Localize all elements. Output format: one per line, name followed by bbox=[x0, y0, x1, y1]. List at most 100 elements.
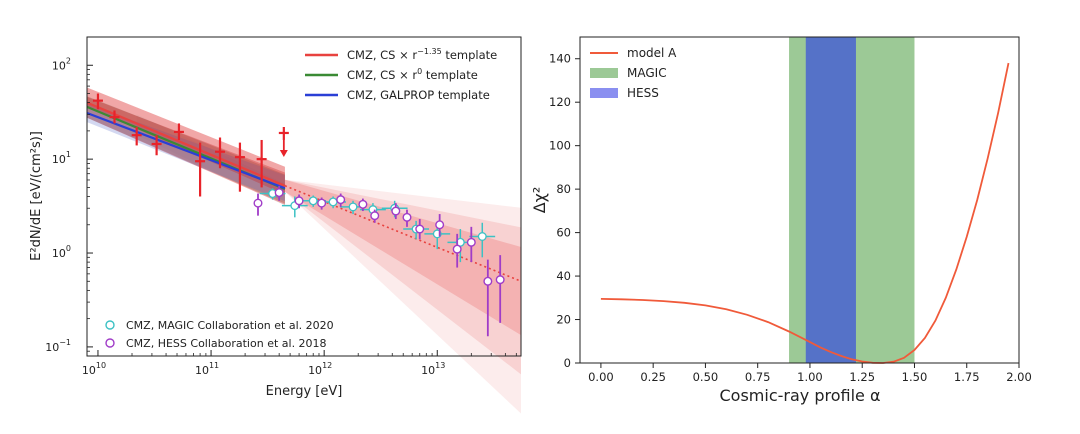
y-tick-exp: 0 bbox=[66, 244, 71, 253]
hess-marker bbox=[452, 244, 462, 254]
x-ticks: 0.00 0.25 0.50 0.75 1.00 1.25 1.50 1.75 2.00 bbox=[588, 363, 1032, 384]
y-tick-exp: 1 bbox=[66, 150, 71, 159]
x-tick-label-8: 2.00 bbox=[1006, 370, 1032, 384]
fermi-point-0 bbox=[92, 93, 103, 110]
legend-label-0: model A bbox=[627, 46, 677, 60]
hess-point-1 bbox=[274, 185, 284, 201]
x-tick-label-7: 1.75 bbox=[954, 370, 980, 384]
x-tick-label-2: 1012 bbox=[308, 361, 332, 377]
legend-pre: CMZ, CS × r bbox=[347, 48, 417, 62]
y-tick-label-6: 120 bbox=[549, 95, 571, 109]
extrapolation-band-2 bbox=[284, 179, 521, 336]
model-band-core bbox=[87, 96, 285, 195]
magic-point-10 bbox=[469, 222, 496, 258]
y-tick-label-5: 100 bbox=[549, 139, 571, 153]
legend-bottom-marker-0 bbox=[105, 320, 115, 330]
legend-sup: −1.35 bbox=[417, 47, 442, 56]
x-tick-label-5: 1.25 bbox=[849, 370, 875, 384]
hess-point-6 bbox=[370, 209, 380, 223]
y-tick-exp: 2 bbox=[66, 56, 71, 65]
hess-marker bbox=[274, 188, 284, 198]
x-tick-label-1: 1011 bbox=[195, 361, 219, 377]
curve-0 bbox=[600, 62, 1010, 364]
y-tick-label-3: 60 bbox=[556, 226, 571, 240]
magic-marker bbox=[308, 196, 318, 206]
hess-marker bbox=[391, 206, 401, 216]
right-y-axis-label: Δχ² bbox=[530, 187, 549, 214]
x-tick-label-3: 0.75 bbox=[745, 370, 771, 384]
legend-top-label-0: CMZ, CS × r−1.35 template bbox=[347, 47, 497, 62]
legend-post: template bbox=[442, 48, 498, 62]
hess-marker bbox=[483, 276, 493, 286]
legend-bottom-marker-1 bbox=[105, 338, 115, 348]
legend-sup: 0 bbox=[417, 67, 422, 76]
x-tick-exp: 10 bbox=[96, 361, 106, 370]
x-tick-label-1: 0.25 bbox=[640, 370, 666, 384]
model-band-0 bbox=[87, 87, 285, 205]
hess-point-8 bbox=[402, 209, 412, 227]
y-tick-exp: −1 bbox=[59, 338, 71, 347]
left-x-axis-label: Energy [eV] bbox=[266, 384, 343, 399]
legend-pre: CMZ, CS × r bbox=[347, 68, 417, 82]
x-ticks: 1010 1011 1012 1013 bbox=[82, 350, 517, 377]
fermi-point-6 bbox=[215, 137, 226, 169]
legend-label-1: MAGIC bbox=[627, 66, 667, 80]
legend-pre: CMZ, GALPROP template bbox=[347, 88, 490, 102]
legend-top-label-1: CMZ, CS × r0 template bbox=[347, 67, 478, 82]
hess-point-14 bbox=[495, 255, 505, 323]
magic-marker bbox=[328, 197, 338, 207]
hess-point-5 bbox=[358, 198, 368, 212]
magic-marker bbox=[348, 202, 358, 212]
hess-marker bbox=[466, 237, 476, 247]
legend: model A MAGIC HESS bbox=[590, 46, 677, 100]
hess-point-0 bbox=[253, 193, 263, 216]
x-tick-label-0: 0.00 bbox=[588, 370, 614, 384]
hess-point-10 bbox=[435, 214, 445, 237]
y-tick-label-4: 80 bbox=[556, 182, 571, 196]
x-tick-exp: 13 bbox=[435, 361, 445, 370]
fermi-ul-arrow bbox=[279, 149, 288, 157]
fermi-point-9 bbox=[278, 126, 289, 157]
extrapolation-band-1 bbox=[284, 179, 521, 375]
model-line-2 bbox=[86, 111, 286, 190]
curve bbox=[600, 62, 1010, 364]
hess-marker bbox=[402, 212, 412, 222]
data-points bbox=[92, 93, 505, 337]
hess-marker bbox=[317, 198, 327, 208]
y-tick-label-3: 102 bbox=[52, 56, 71, 72]
right-plot-frame bbox=[579, 36, 1020, 364]
y-ticks: 1 0 −1 100 101 102 bbox=[45, 36, 93, 357]
model-line-0 bbox=[86, 101, 286, 187]
hess-marker bbox=[294, 196, 304, 206]
left-y-axis-label: E²dN/dE [eV/(cm²s)] bbox=[29, 131, 44, 261]
right-chart: 0.00 0.25 0.50 0.75 1.00 1.25 1.50 1.75 2.00 0 20… bbox=[530, 36, 1032, 405]
fermi-point-8 bbox=[256, 139, 267, 188]
hess-marker bbox=[370, 211, 380, 221]
hess-point-13 bbox=[483, 259, 493, 337]
hess-point-3 bbox=[317, 197, 327, 210]
fermi-point-7 bbox=[234, 142, 245, 192]
hess-point-9 bbox=[415, 219, 425, 240]
legend-label-2: HESS bbox=[627, 86, 659, 100]
y-tick-label-7: 140 bbox=[549, 52, 571, 66]
x-tick-label-4: 1.00 bbox=[797, 370, 823, 384]
legend-bottom-label-0: CMZ, MAGIC Collaboration et al. 2020 bbox=[126, 319, 334, 332]
hess-point-12 bbox=[466, 226, 476, 263]
y-tick-label-2: 40 bbox=[556, 269, 571, 283]
hess-marker bbox=[358, 199, 368, 209]
y-tick-label-2: 101 bbox=[52, 150, 71, 166]
hess-point-7 bbox=[391, 203, 401, 220]
legend-bottom: CMZ, MAGIC Collaboration et al. 2020 CMZ,… bbox=[105, 319, 334, 350]
x-tick-exp: 12 bbox=[322, 361, 332, 370]
y-ticks: 0 20 40 60 80 100 120 140 bbox=[549, 52, 580, 370]
model-lines bbox=[86, 101, 522, 283]
y-tick-label-1: 100 bbox=[52, 244, 71, 260]
fermi-point-4 bbox=[173, 123, 184, 140]
fermi-point-2 bbox=[131, 126, 142, 146]
hess-marker bbox=[495, 275, 505, 285]
fermi-point-1 bbox=[109, 110, 120, 124]
fermi-point-5 bbox=[195, 142, 206, 197]
hess-marker bbox=[415, 224, 425, 234]
